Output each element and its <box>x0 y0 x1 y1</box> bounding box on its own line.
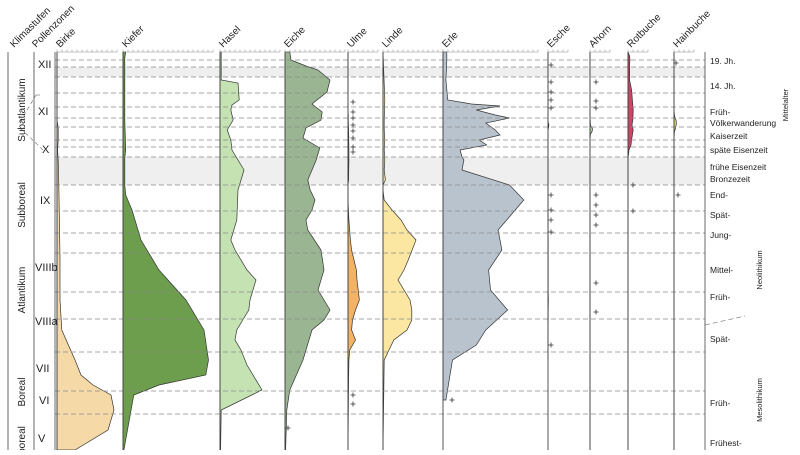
column-axes <box>7 49 706 450</box>
period-label: Mittel- <box>710 265 733 275</box>
presence-mark <box>548 217 554 223</box>
stage-offset-line <box>19 127 44 151</box>
presence-mark <box>548 207 554 213</box>
presence-mark <box>350 115 356 121</box>
presence-mark <box>673 60 679 66</box>
pollen-zone-label: VI <box>39 395 49 407</box>
curve-erle <box>442 51 525 401</box>
curve-rotbuche <box>627 51 634 450</box>
pollen-zone-label: XI <box>38 106 48 118</box>
period-label: Frühest- <box>710 438 742 448</box>
presence-mark <box>593 79 599 85</box>
period-label: späte Eisenzeit <box>710 145 768 155</box>
presence-mark <box>593 280 599 286</box>
presence-mark <box>593 202 599 208</box>
pollen-zone-label: VII <box>36 363 49 375</box>
pollen-zone-label: XII <box>38 59 51 71</box>
climate-stage-label: boreal <box>17 426 28 450</box>
presence-mark <box>350 99 356 105</box>
era-label: Mesolithikum <box>755 378 764 422</box>
presence-mark <box>675 192 681 198</box>
presence-mark <box>593 212 599 218</box>
header-ahorn: Ahorn <box>587 23 614 50</box>
era-boundary-line <box>704 315 746 326</box>
era-label: Mittelalter <box>781 88 790 121</box>
period-label: Jung- <box>710 230 731 240</box>
header-kiefer: Kiefer <box>120 23 147 50</box>
stage-offset-line <box>19 94 43 123</box>
header-esche: Esche <box>545 22 573 50</box>
presence-mark <box>593 98 599 104</box>
period-label: Früh- <box>710 107 730 117</box>
header-erle: Erle <box>440 29 461 50</box>
presence-mark <box>548 62 554 68</box>
header-eiche: Eiche <box>282 24 308 50</box>
climate-stage-label: Atlantikum <box>17 267 28 314</box>
presence-mark <box>593 105 599 111</box>
header-hasel: Hasel <box>217 24 243 50</box>
presence-mark <box>630 208 636 214</box>
pollen-zone-label: VIIIb <box>35 262 58 274</box>
presence-mark <box>350 109 356 115</box>
presence-mark <box>350 149 356 155</box>
climate-stage-label: Subatlantikum <box>17 78 28 141</box>
climate-stage-label: Boreal <box>17 378 28 407</box>
presence-mark <box>630 182 636 188</box>
presence-mark <box>350 122 356 128</box>
climate-stage-label: Subboreal <box>17 182 28 228</box>
presence-mark <box>285 425 291 431</box>
curve-hasel <box>219 51 263 451</box>
period-band <box>55 67 705 77</box>
presence-mark <box>548 229 554 235</box>
presence-mark <box>548 105 554 111</box>
pollen-zone-label: VIIIa <box>35 316 59 328</box>
period-label: Früh- <box>710 292 730 302</box>
presence-mark <box>593 192 599 198</box>
presence-mark <box>449 397 455 403</box>
header-linde: Linde <box>380 25 405 50</box>
period-label: 19. Jh. <box>710 56 736 66</box>
presence-mark <box>350 144 356 150</box>
presence-mark <box>350 135 356 141</box>
presence-mark <box>350 392 356 398</box>
zone-boundaries <box>19 59 746 415</box>
header-ulme: Ulme <box>345 26 370 51</box>
presence-mark <box>350 401 356 407</box>
presence-mark <box>548 97 554 103</box>
curve-birke <box>56 52 115 451</box>
presence-mark <box>350 128 356 134</box>
period-label: Früh- <box>710 398 730 408</box>
curve-linde <box>382 51 417 451</box>
period-label: Völkerwanderung <box>710 118 776 128</box>
pollen-zone-label: X <box>42 144 50 156</box>
period-label: frühe Eisenzeit <box>710 162 767 172</box>
pollen-zone-label: IX <box>40 195 51 207</box>
presence-marks <box>285 60 681 431</box>
presence-mark <box>548 89 554 95</box>
presence-mark <box>548 192 554 198</box>
era-label: Neolithikum <box>755 250 764 289</box>
period-label: Spät- <box>710 210 730 220</box>
taxon-curves <box>56 51 677 451</box>
period-label: End- <box>710 190 728 200</box>
curve-eiche <box>284 51 331 451</box>
header-rotbuche: Rotbuche <box>625 12 663 50</box>
curve-kiefer <box>122 51 209 451</box>
pollen-zone-label: V <box>38 433 46 445</box>
header-hainbuche: Hainbuche <box>671 8 713 50</box>
period-label: 14. Jh. <box>710 81 736 91</box>
presence-mark <box>548 79 554 85</box>
period-band <box>55 157 705 185</box>
period-label: Spät- <box>710 334 730 344</box>
presence-mark <box>593 309 599 315</box>
presence-mark <box>593 222 599 228</box>
period-label: Kaiserzeit <box>710 131 748 141</box>
period-bands <box>55 67 705 185</box>
period-label: Bronzezeit <box>710 174 751 184</box>
presence-mark <box>548 342 554 348</box>
